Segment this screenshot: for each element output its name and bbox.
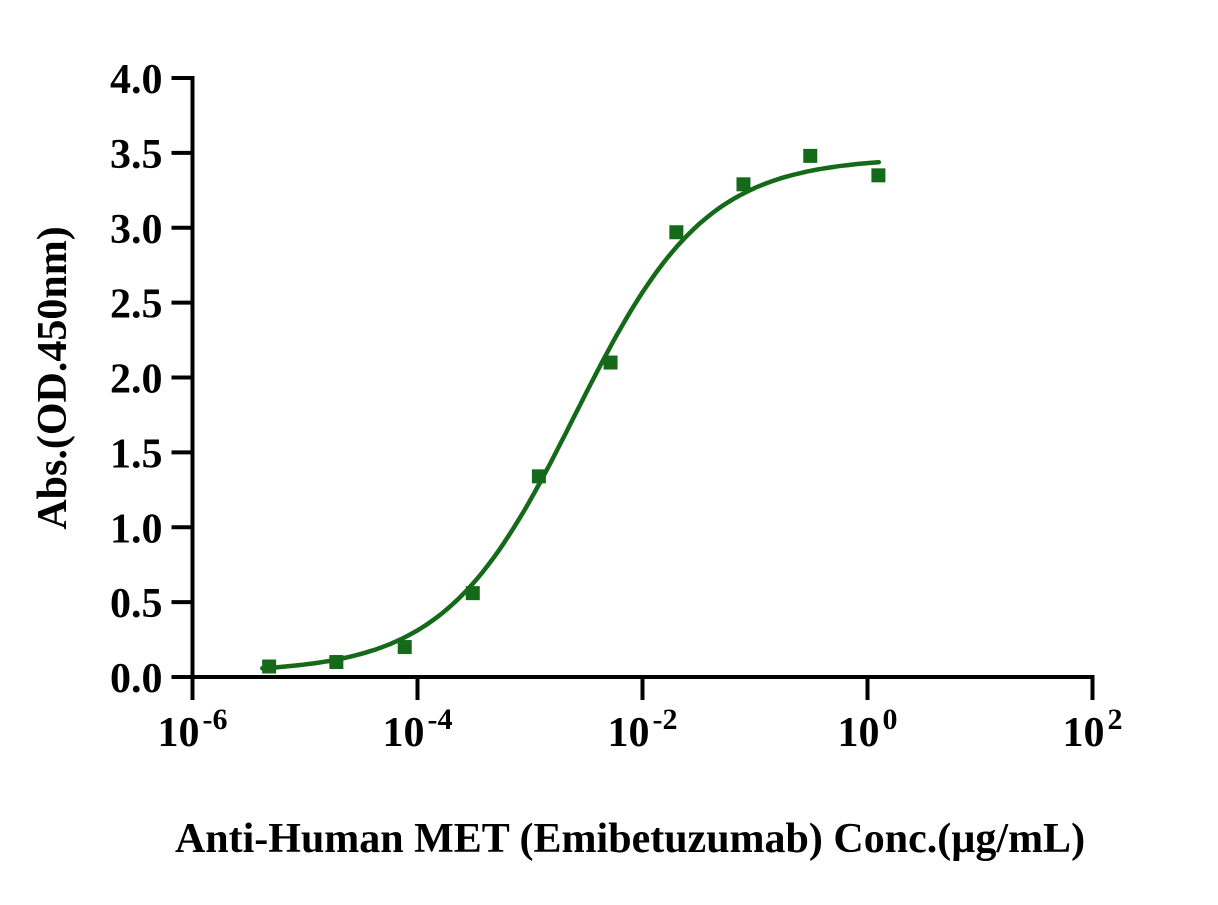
y-tick-label: 2.5 [110, 282, 163, 328]
data-point-marker [736, 177, 751, 192]
data-point-marker [465, 586, 480, 601]
data-point-marker [531, 469, 546, 484]
y-tick-label: 3.0 [110, 207, 163, 253]
x-axis-title: Anti-Human MET (Emibetuzumab) Conc.(µg/m… [175, 816, 1085, 862]
y-tick-label: 3.5 [110, 132, 163, 178]
x-tick-label: 10 -4 [383, 703, 453, 756]
x-tick-label: 10 -6 [158, 703, 228, 756]
y-axis-title: Abs.(OD.450nm) [30, 226, 76, 529]
data-point-marker [603, 355, 618, 370]
fit-curve [260, 159, 882, 671]
series-layer [260, 148, 886, 674]
axes-layer: 0.0 0.5 1.0 1.5 2.0 2.5 3.0 3.5 4.0 10 -6 10 -4 10 -2 1… [110, 57, 1123, 756]
y-tick-label: 2.0 [110, 357, 163, 403]
y-tick-label: 1.5 [110, 431, 163, 477]
y-tick-label: 4.0 [110, 57, 163, 103]
x-tick-label: 10 -2 [608, 703, 678, 756]
y-tick-label: 0.5 [110, 581, 163, 627]
y-tick-label: 0.0 [110, 656, 163, 702]
data-point-marker [803, 148, 818, 163]
x-tick-label: 10 0 [838, 703, 898, 756]
data-point-marker [262, 659, 277, 674]
data-point-marker [669, 225, 684, 240]
data-point-marker [329, 655, 344, 670]
x-tick-label: 10 2 [1063, 703, 1123, 756]
data-point-marker [871, 168, 886, 183]
data-point-marker [397, 640, 412, 655]
y-tick-label: 1.0 [110, 506, 163, 552]
